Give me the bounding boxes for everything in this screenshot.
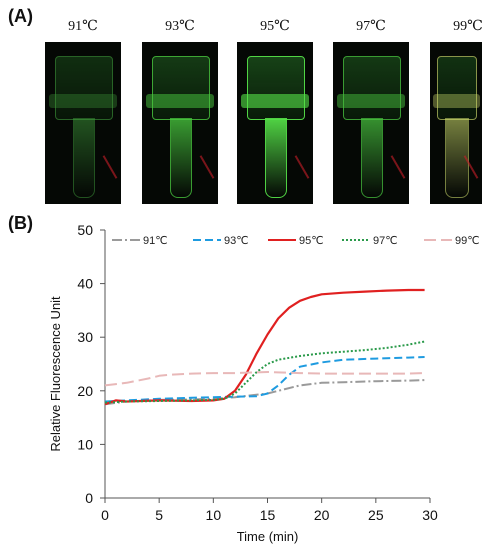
tube-rim <box>433 94 480 108</box>
tube-body <box>361 118 383 198</box>
temperature-label: 99℃ <box>453 19 483 34</box>
series-line <box>104 356 425 403</box>
tube-cap <box>152 56 210 120</box>
temperature-label: 93℃ <box>165 19 195 34</box>
legend-label: 95℃ <box>299 235 324 247</box>
tube-body <box>73 118 95 198</box>
tube-photo <box>333 42 409 204</box>
tube-photo <box>237 42 313 204</box>
series-line <box>104 288 425 406</box>
x-tick-label: 10 <box>206 507 222 523</box>
legend-label: 99℃ <box>455 235 480 247</box>
tube-cap <box>247 56 305 120</box>
legend-label: 93℃ <box>224 235 249 247</box>
temperature-label: 95℃ <box>260 19 290 34</box>
panel-a-label: (A) <box>8 6 33 26</box>
series-line <box>104 340 425 404</box>
y-tick-label: 20 <box>77 383 93 399</box>
temperature-label: 97℃ <box>356 19 386 34</box>
tube-photo <box>142 42 218 204</box>
tube-rim <box>337 94 405 108</box>
series-line <box>104 371 425 387</box>
tube-rim <box>241 94 309 108</box>
legend-label: 91℃ <box>143 235 168 247</box>
tube-photo <box>430 42 482 204</box>
y-tick-label: 30 <box>77 329 93 345</box>
y-tick-label: 50 <box>77 222 93 238</box>
x-tick-label: 20 <box>314 507 330 523</box>
tube-cap <box>343 56 401 120</box>
x-axis-title: Time (min) <box>237 529 299 544</box>
legend-label: 97℃ <box>373 235 398 247</box>
y-axis-title: Relative Fluorescence Unit <box>48 296 63 452</box>
x-tick-label: 15 <box>260 507 276 523</box>
tube-rim <box>49 94 117 108</box>
x-tick-label: 25 <box>368 507 384 523</box>
panel-b-label: (B) <box>8 213 33 233</box>
y-tick-label: 0 <box>85 490 93 506</box>
temperature-label: 91℃ <box>68 19 98 34</box>
y-tick-label: 10 <box>77 436 93 452</box>
y-tick-label: 40 <box>77 276 93 292</box>
tube-body <box>170 118 192 198</box>
x-tick-label: 5 <box>155 507 163 523</box>
x-tick-label: 30 <box>422 507 438 523</box>
tube-body <box>265 118 287 198</box>
x-tick-label: 0 <box>101 507 109 523</box>
tube-rim <box>146 94 214 108</box>
tube-photo <box>45 42 121 204</box>
